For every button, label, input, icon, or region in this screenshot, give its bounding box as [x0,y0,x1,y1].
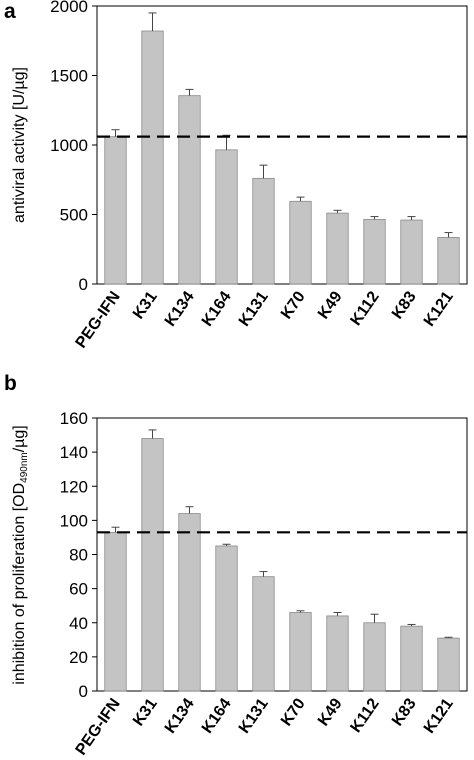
y-tick-label: 40 [69,614,88,633]
chart-panel-b: b 0 20 40 60 80 100 120 140 160 PEG-IFN K31 K134 K164… [4,372,468,759]
bar-k83 [400,625,423,692]
y-tick-label: 0 [79,682,88,701]
category-label: K134 [162,695,198,736]
y-tick-label: 80 [69,546,88,565]
bar-peg-ifn [104,136,127,285]
y-tick-label: 160 [60,409,88,428]
panel-label: b [4,372,17,395]
y-tick-label: 1500 [50,67,88,86]
category-label: K112 [347,695,382,735]
bar-k112 [363,218,386,285]
bar-k131 [252,177,275,285]
y-tick-label: 500 [60,206,88,225]
bar-k164 [215,545,238,692]
category-label: K83 [389,288,420,322]
panel-label: a [4,0,16,23]
bar-k164 [215,149,238,285]
category-label: K83 [389,695,420,729]
y-tick-label: 100 [60,511,88,530]
category-label: K164 [199,288,235,329]
category-label: K131 [236,695,272,736]
y-axis-label: antiviral activity [U/µg] [11,67,28,223]
category-label: K134 [162,288,198,329]
category-label: PEG-IFN [73,696,124,759]
bar-k121 [437,637,460,692]
y-tick-label: 120 [60,477,88,496]
category-label: K112 [347,288,382,328]
category-label: K131 [236,288,272,329]
bar-peg-ifn [104,531,127,692]
bar-k70 [289,200,312,285]
category-label: K70 [278,695,309,729]
bar-k134 [178,95,201,285]
category-label: K31 [130,695,161,729]
bar-k70 [289,612,312,692]
bar-k121 [437,237,460,285]
category-label: K164 [199,695,235,736]
bar-k134 [178,513,201,692]
category-label: K121 [421,288,457,329]
bar-k49 [326,212,349,285]
bar-k31 [141,30,164,285]
category-label: K70 [278,288,309,322]
category-label: K121 [421,695,457,736]
bar-k83 [400,219,423,285]
y-axis-label: inhibition of proliferation [OD490nm/µg] [11,425,30,684]
bar-k49 [326,615,349,692]
category-label: K49 [315,695,346,729]
y-tick-label: 0 [79,275,88,294]
category-label: PEG-IFN [73,289,124,352]
bar-k31 [141,438,164,692]
y-tick-label: 60 [69,580,88,599]
bar-k112 [363,622,386,692]
bar-k131 [252,576,275,692]
y-tick-label: 1000 [50,136,88,155]
y-tick-label: 20 [69,648,88,667]
y-tick-label: 140 [60,443,88,462]
category-label: K31 [130,288,161,322]
category-label: K49 [315,288,346,322]
y-tick-label: 2000 [50,0,88,16]
